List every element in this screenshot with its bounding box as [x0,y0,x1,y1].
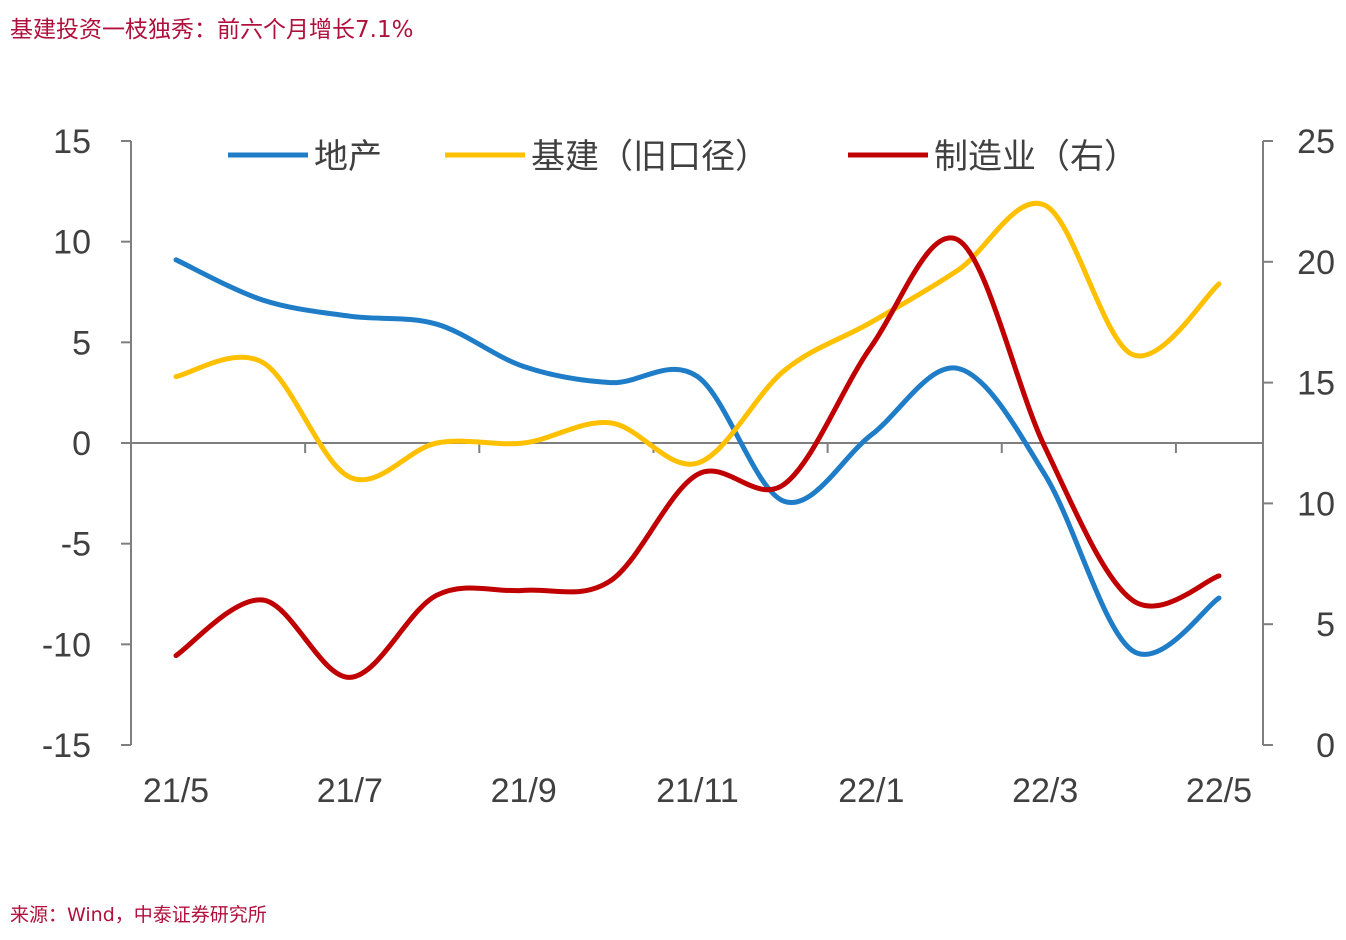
series-line-property [173,257,1222,657]
legend: 地产 基建（旧口径） 制造业（右） [228,137,1138,177]
x-tick-label: 22/3 [1012,772,1078,810]
legend-label-manufacturing: 制造业（右） [934,137,1138,177]
series-line-infrastructure [173,200,1222,483]
left-tick-label: 0 [72,425,91,463]
legend-label-property: 地产 [314,137,382,177]
series-line-manufacturing [173,235,1222,680]
left-tick-label: -5 [61,526,91,564]
x-tick-label: 21/9 [491,772,557,810]
left-tick-label: -15 [42,727,91,765]
left-tick-label: -10 [42,626,91,664]
left-tick-label: 5 [72,324,91,362]
x-tick-label: 22/5 [1186,772,1252,810]
right-tick-label: 5 [1316,606,1335,644]
right-tick-label: 15 [1297,365,1335,403]
series-lines [173,200,1222,680]
right-tick-label: 0 [1316,727,1335,765]
x-tick-label: 21/7 [317,772,383,810]
right-tick-label: 20 [1297,244,1335,282]
x-tick-label: 21/5 [143,772,209,810]
left-tick-label: 15 [53,123,91,161]
line-chart: 15 10 5 0 -5 -10 -15 25 20 15 10 5 0 21/5 21/7 21/9 21/1… [42,123,1335,810]
axes: 15 10 5 0 -5 -10 -15 25 20 15 10 5 0 21/5 21/7 21/9 21/1… [42,123,1335,810]
chart-title: 基建投资一枝独秀：前六个月增长7.1% [10,17,414,43]
legend-label-infrastructure: 基建（旧口径） [531,137,769,177]
x-tick-label: 21/11 [656,772,739,810]
right-tick-label: 25 [1297,123,1335,161]
x-tick-label: 22/1 [838,772,904,810]
right-tick-label: 10 [1297,485,1335,523]
source-note: 来源：Wind，中泰证券研究所 [10,904,267,926]
left-tick-label: 10 [53,224,91,262]
